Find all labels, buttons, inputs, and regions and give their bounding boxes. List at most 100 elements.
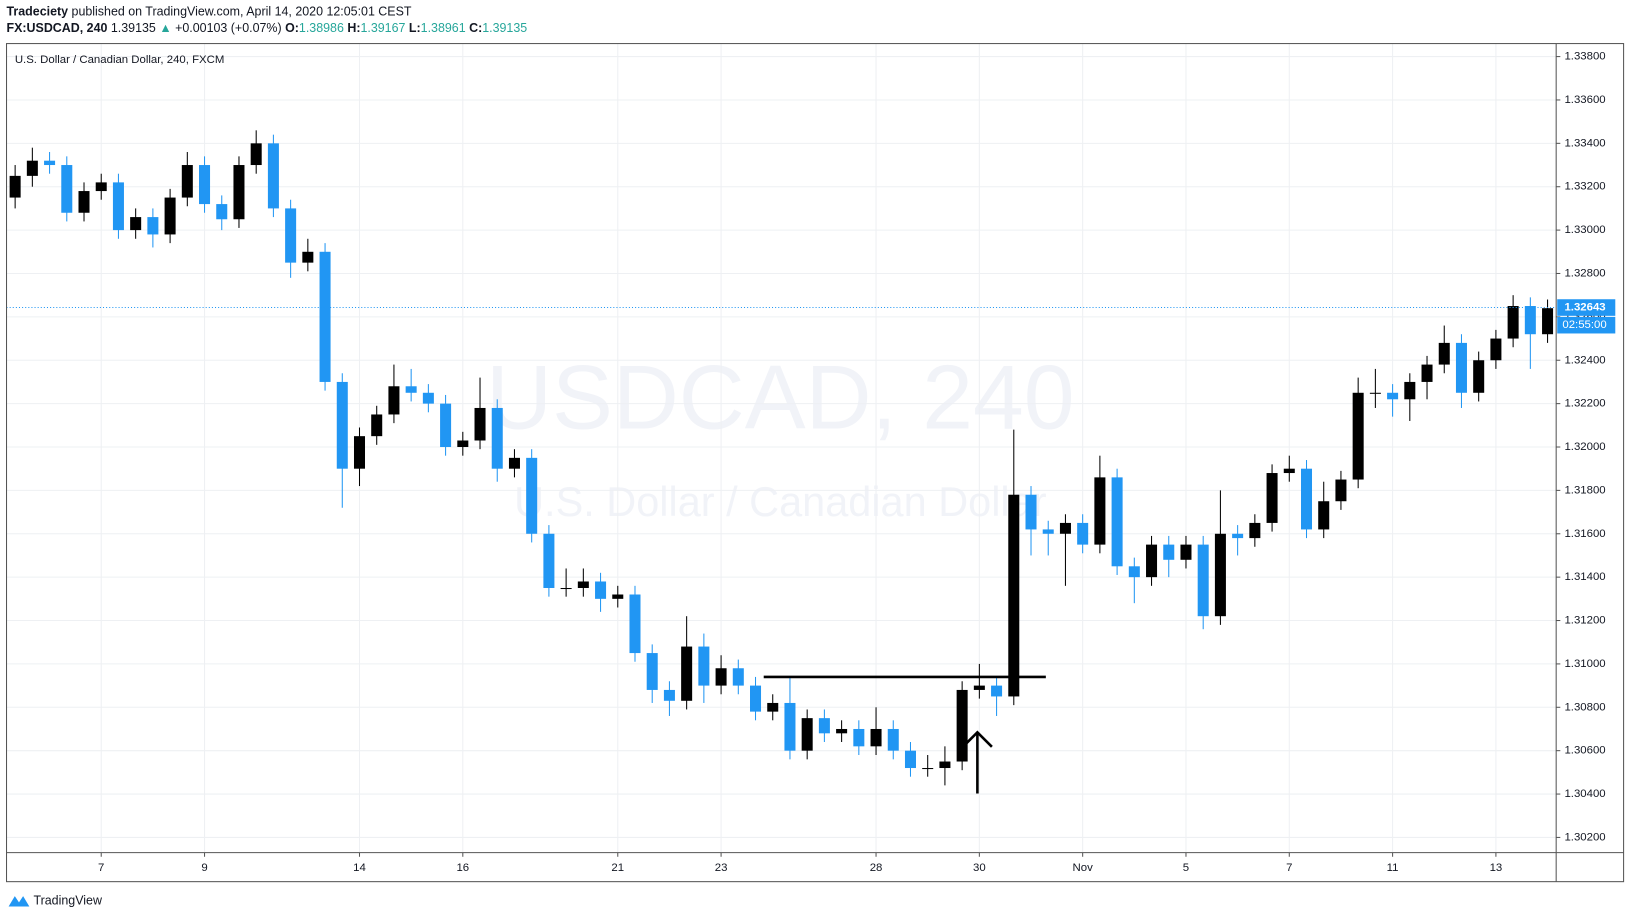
x-tick-label: 28 (870, 862, 883, 874)
candle-body (353, 436, 366, 469)
change: +0.00103 (+0.07%) (175, 21, 282, 35)
candle-body (336, 381, 348, 469)
h-value: 1.39167 (360, 21, 405, 35)
x-tick-label: 16 (456, 862, 469, 874)
y-tick-label: 1.31200 (1564, 615, 1605, 627)
candle-body (1542, 308, 1554, 335)
candle-body (44, 160, 56, 166)
x-tick-label: 21 (611, 862, 624, 874)
symbol: FX:USDCAD, 240 (7, 21, 108, 35)
chart-frame (6, 43, 1625, 883)
candle-body (1438, 342, 1450, 365)
c-value: 1.39135 (482, 21, 527, 35)
countdown-tag (1557, 316, 1616, 334)
up-icon: ▲ (159, 21, 171, 35)
brand-name: TradingView (33, 894, 102, 908)
published: published on TradingView.com, April 14, … (72, 5, 412, 19)
candle-body (646, 653, 658, 690)
candle-body (1283, 468, 1295, 474)
candle-body (61, 165, 73, 213)
candle-body (1369, 392, 1381, 394)
candle-body (491, 407, 503, 469)
x-tick-label: 7 (98, 862, 104, 874)
brand: TradingView (8, 894, 103, 908)
o-label: O: (285, 21, 299, 35)
candle-body (887, 728, 899, 751)
candle-body (1128, 566, 1140, 578)
y-tick-label: 1.33200 (1564, 181, 1605, 193)
candle-body (1059, 522, 1071, 534)
candle-body (199, 165, 211, 205)
candle-body (956, 689, 968, 762)
candle-body (1180, 544, 1192, 560)
candle-body (457, 440, 469, 448)
x-tick-label: 30 (973, 862, 986, 874)
candle-body (612, 594, 624, 599)
candle-body (164, 197, 176, 235)
y-tick-label: 1.33800 (1564, 51, 1605, 63)
y-tick-label: 1.33600 (1564, 94, 1605, 106)
h-label: H: (347, 21, 360, 35)
y-tick-label: 1.31800 (1564, 484, 1605, 496)
last-price-tag (1557, 299, 1616, 316)
author: Tradeciety (7, 5, 69, 19)
candle-body (78, 191, 90, 213)
candle-body (732, 668, 744, 686)
y-tick-label: 1.31000 (1564, 658, 1605, 670)
candle-body (543, 533, 555, 588)
candle-body (267, 143, 279, 209)
candle-body (1524, 306, 1536, 335)
y-tick-label: 1.31600 (1564, 528, 1605, 540)
candle-body (1146, 544, 1158, 578)
y-tick-label: 1.31400 (1564, 571, 1605, 583)
candle-body (836, 728, 848, 734)
candle-body (474, 407, 486, 441)
candle-body (1490, 338, 1502, 361)
candle-body (767, 702, 779, 712)
candle-body (715, 668, 727, 686)
y-tick-label: 1.32800 (1564, 267, 1605, 279)
candle-body (526, 457, 538, 534)
candle-body (440, 403, 452, 448)
l-label: L: (409, 21, 421, 35)
candle-body (1404, 381, 1416, 400)
candle-body (1232, 533, 1244, 539)
candle-body (1352, 392, 1364, 480)
candle-body (1266, 473, 1278, 523)
x-tick-label: 11 (1387, 862, 1399, 874)
candle-body (422, 392, 434, 404)
candle-body (405, 386, 417, 393)
x-tick-label: Nov (1073, 862, 1094, 874)
y-tick-label: 1.32000 (1564, 441, 1605, 453)
candle-body (939, 761, 951, 769)
candle-body (285, 208, 297, 263)
candle-body (595, 581, 607, 599)
y-tick-label: 1.30200 (1564, 831, 1605, 843)
countdown-label: 02:55:00 (1562, 319, 1606, 331)
candle-body (577, 581, 589, 588)
y-tick-label: 1.30600 (1564, 745, 1605, 757)
y-tick-label: 1.33400 (1564, 137, 1605, 149)
candle-body (1335, 479, 1347, 502)
candle-body (233, 165, 245, 220)
candle-body (1249, 522, 1261, 539)
candle-body (1455, 342, 1467, 393)
x-tick-label: 7 (1286, 862, 1292, 874)
candle-body (904, 750, 916, 769)
candle-body (130, 217, 142, 231)
y-tick-label: 1.30400 (1564, 788, 1605, 800)
candle-body (147, 217, 159, 235)
candle-body (973, 685, 985, 690)
candle-body (1042, 529, 1054, 534)
candle-body (1421, 364, 1433, 382)
candle-body (1473, 360, 1485, 393)
candle-body (181, 165, 193, 198)
candle-body (818, 718, 830, 734)
candle-body (663, 689, 675, 701)
y-tick-label: 1.30800 (1564, 701, 1605, 713)
plot-area: USDCAD, 240 U.S. Dollar / Canadian Dollar (6, 43, 1561, 853)
candle-body (371, 414, 383, 437)
header-line-2: FX:USDCAD, 240 1.39135 ▲ +0.00103 (+0.07… (7, 21, 528, 35)
candle-body (870, 728, 882, 747)
watermark-subtitle: U.S. Dollar / Canadian Dollar (514, 478, 1047, 525)
